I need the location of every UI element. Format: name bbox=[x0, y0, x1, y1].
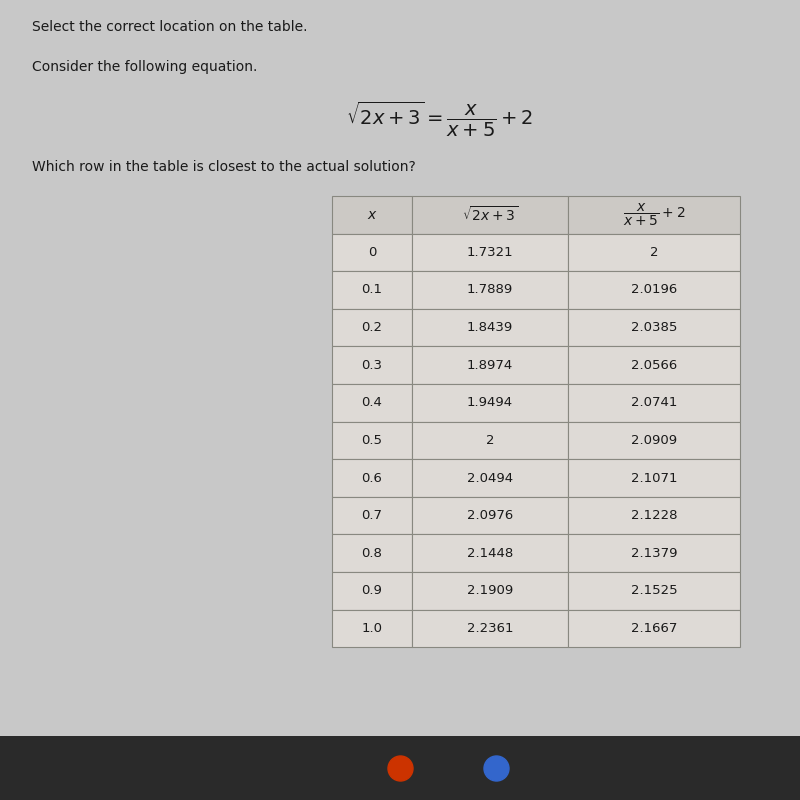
Bar bbox=[332, 384, 412, 422]
Bar bbox=[412, 497, 568, 534]
Bar bbox=[332, 234, 412, 271]
Text: $x$: $x$ bbox=[366, 208, 378, 222]
Bar bbox=[0, 736, 800, 800]
Bar bbox=[568, 234, 740, 271]
Text: 0.1: 0.1 bbox=[362, 283, 382, 297]
Bar bbox=[332, 610, 412, 647]
Bar bbox=[332, 309, 412, 346]
Bar bbox=[568, 271, 740, 309]
Bar bbox=[412, 196, 568, 234]
Text: $\dfrac{x}{x+5}+2$: $\dfrac{x}{x+5}+2$ bbox=[622, 202, 686, 228]
Bar bbox=[568, 534, 740, 572]
Text: 0.5: 0.5 bbox=[362, 434, 382, 447]
Bar bbox=[412, 459, 568, 497]
Bar bbox=[412, 422, 568, 459]
Bar bbox=[568, 346, 740, 384]
Bar bbox=[332, 572, 412, 610]
Text: 1.7321: 1.7321 bbox=[466, 246, 514, 259]
Bar bbox=[332, 196, 412, 234]
Bar bbox=[412, 572, 568, 610]
Bar bbox=[332, 422, 412, 459]
Text: $\sqrt{2x + 3} = \dfrac{x}{x+5} + 2$: $\sqrt{2x + 3} = \dfrac{x}{x+5} + 2$ bbox=[346, 100, 534, 139]
Bar bbox=[568, 459, 740, 497]
Bar bbox=[332, 497, 412, 534]
Bar bbox=[568, 572, 740, 610]
Bar bbox=[332, 459, 412, 497]
Text: 1.9494: 1.9494 bbox=[467, 396, 513, 410]
Text: 0.4: 0.4 bbox=[362, 396, 382, 410]
Text: 2.0909: 2.0909 bbox=[631, 434, 677, 447]
Text: 2.0741: 2.0741 bbox=[631, 396, 677, 410]
Bar bbox=[412, 534, 568, 572]
Text: 0.3: 0.3 bbox=[362, 358, 382, 372]
Text: 0.8: 0.8 bbox=[362, 546, 382, 560]
Text: 2.1525: 2.1525 bbox=[630, 584, 678, 598]
Text: 0.2: 0.2 bbox=[362, 321, 382, 334]
Text: 1.0: 1.0 bbox=[362, 622, 382, 635]
Text: Select the correct location on the table.: Select the correct location on the table… bbox=[32, 20, 307, 34]
Text: 1.8974: 1.8974 bbox=[467, 358, 513, 372]
Text: 2.0385: 2.0385 bbox=[631, 321, 677, 334]
Bar bbox=[568, 384, 740, 422]
Text: 2.0196: 2.0196 bbox=[631, 283, 677, 297]
Text: 0: 0 bbox=[368, 246, 376, 259]
Bar bbox=[332, 346, 412, 384]
Bar bbox=[568, 196, 740, 234]
Text: 2.1071: 2.1071 bbox=[630, 471, 678, 485]
Bar bbox=[568, 497, 740, 534]
Bar bbox=[568, 610, 740, 647]
Text: 2.0566: 2.0566 bbox=[631, 358, 677, 372]
Text: 2.2361: 2.2361 bbox=[466, 622, 514, 635]
Text: Which row in the table is closest to the actual solution?: Which row in the table is closest to the… bbox=[32, 160, 416, 174]
Text: 2.1448: 2.1448 bbox=[467, 546, 513, 560]
Text: 1.8439: 1.8439 bbox=[467, 321, 513, 334]
Text: $\sqrt{2x+3}$: $\sqrt{2x+3}$ bbox=[462, 206, 518, 224]
Text: 1.7889: 1.7889 bbox=[467, 283, 513, 297]
Text: 2.1667: 2.1667 bbox=[631, 622, 677, 635]
Text: 2.0976: 2.0976 bbox=[467, 509, 513, 522]
Bar bbox=[412, 610, 568, 647]
Text: 2.1228: 2.1228 bbox=[630, 509, 678, 522]
Text: 0.9: 0.9 bbox=[362, 584, 382, 598]
Text: 0.6: 0.6 bbox=[362, 471, 382, 485]
Bar bbox=[412, 234, 568, 271]
Text: 2.1379: 2.1379 bbox=[630, 546, 678, 560]
Bar bbox=[412, 309, 568, 346]
Bar bbox=[412, 271, 568, 309]
Bar bbox=[332, 534, 412, 572]
Text: 2: 2 bbox=[650, 246, 658, 259]
Text: 2: 2 bbox=[486, 434, 494, 447]
Text: Consider the following equation.: Consider the following equation. bbox=[32, 60, 258, 74]
Bar bbox=[412, 346, 568, 384]
Bar bbox=[412, 384, 568, 422]
Text: 2.0494: 2.0494 bbox=[467, 471, 513, 485]
Text: 0.7: 0.7 bbox=[362, 509, 382, 522]
Bar bbox=[568, 422, 740, 459]
Bar bbox=[568, 309, 740, 346]
Text: 2.1909: 2.1909 bbox=[467, 584, 513, 598]
Bar bbox=[332, 271, 412, 309]
